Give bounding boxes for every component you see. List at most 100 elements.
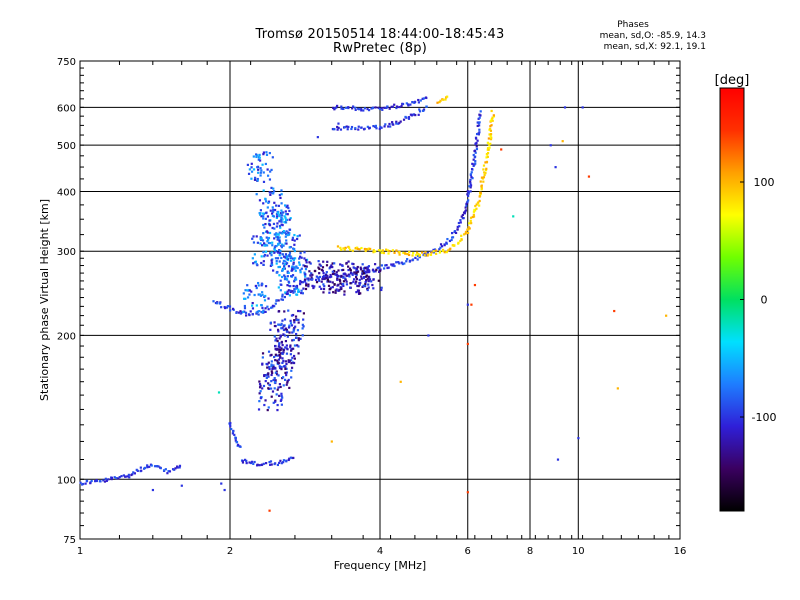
data-point <box>283 221 286 224</box>
data-point <box>264 285 268 288</box>
data-point <box>374 124 378 127</box>
data-point <box>414 113 417 117</box>
data-point <box>285 330 289 333</box>
data-point <box>110 478 113 481</box>
data-point <box>266 244 269 247</box>
data-point <box>260 215 263 218</box>
data-point <box>246 289 249 292</box>
data-point <box>287 309 290 312</box>
data-point <box>473 149 476 153</box>
data-point <box>81 483 84 486</box>
data-point <box>143 466 147 470</box>
data-point <box>456 228 459 231</box>
data-point <box>469 184 473 187</box>
data-point <box>139 466 142 469</box>
data-point <box>336 245 340 248</box>
data-point <box>351 249 354 252</box>
data-point <box>276 340 279 343</box>
data-point <box>261 163 264 166</box>
data-point <box>268 223 271 226</box>
data-point <box>272 222 276 226</box>
data-point <box>304 259 308 262</box>
data-point <box>422 109 425 112</box>
data-point <box>273 321 276 324</box>
data-point <box>430 251 433 254</box>
data-point <box>370 107 373 110</box>
data-point <box>433 248 437 251</box>
data-point <box>345 106 348 109</box>
data-point <box>278 213 281 216</box>
data-point <box>317 266 320 269</box>
data-point <box>469 186 472 189</box>
data-point <box>262 251 265 254</box>
data-point <box>294 315 298 318</box>
data-point <box>372 287 375 290</box>
data-point <box>269 460 273 463</box>
data-point <box>262 263 265 266</box>
data-point <box>233 433 236 436</box>
data-point <box>473 156 476 159</box>
data-point <box>395 106 398 110</box>
data-point <box>407 116 411 119</box>
data-point <box>273 367 276 370</box>
data-point <box>270 363 273 366</box>
data-point <box>258 293 261 296</box>
data-point <box>414 100 417 103</box>
data-point <box>258 153 261 157</box>
data-point <box>314 269 317 273</box>
data-point <box>289 290 292 294</box>
data-point <box>320 287 323 290</box>
data-point <box>387 252 390 255</box>
data-point <box>265 376 268 380</box>
data-point <box>374 106 377 109</box>
data-point <box>287 458 290 462</box>
data-point <box>262 242 266 245</box>
data-point <box>293 288 296 291</box>
data-point <box>281 243 284 246</box>
data-point <box>340 107 343 110</box>
data-point <box>276 359 279 362</box>
data-point <box>242 292 245 295</box>
data-point <box>434 252 438 255</box>
data-point <box>293 319 296 322</box>
data-point <box>262 232 265 235</box>
data-point <box>360 107 363 110</box>
data-point <box>266 366 269 369</box>
data-point <box>355 267 359 270</box>
data-point <box>487 137 490 140</box>
data-point <box>422 97 425 100</box>
data-point <box>469 182 472 185</box>
data-point <box>359 292 362 295</box>
data-point <box>405 260 408 263</box>
data-point <box>273 208 277 212</box>
data-point <box>261 352 265 355</box>
data-point <box>475 137 478 140</box>
data-point <box>335 288 338 291</box>
data-point <box>474 160 477 163</box>
data-point <box>263 374 266 377</box>
data-point <box>297 321 300 324</box>
data-point <box>253 253 256 256</box>
data-point <box>301 281 305 284</box>
data-point <box>469 173 472 176</box>
data-point <box>273 305 276 308</box>
data-point <box>273 381 277 384</box>
data-point <box>275 235 278 238</box>
data-point <box>291 238 294 241</box>
data-point <box>374 250 377 253</box>
data-point <box>271 212 274 215</box>
data-point <box>421 97 424 100</box>
data-point <box>388 250 391 253</box>
data-point <box>270 263 274 267</box>
phase-stats-heading: Phases <box>617 20 649 30</box>
data-point <box>390 263 393 266</box>
data-point <box>332 106 335 110</box>
data-point <box>276 222 279 225</box>
data-point <box>280 193 283 196</box>
data-point <box>79 481 82 484</box>
data-point <box>306 277 309 280</box>
data-point <box>445 251 448 254</box>
data-point <box>321 277 324 281</box>
data-point <box>271 306 274 309</box>
data-point <box>378 107 382 111</box>
